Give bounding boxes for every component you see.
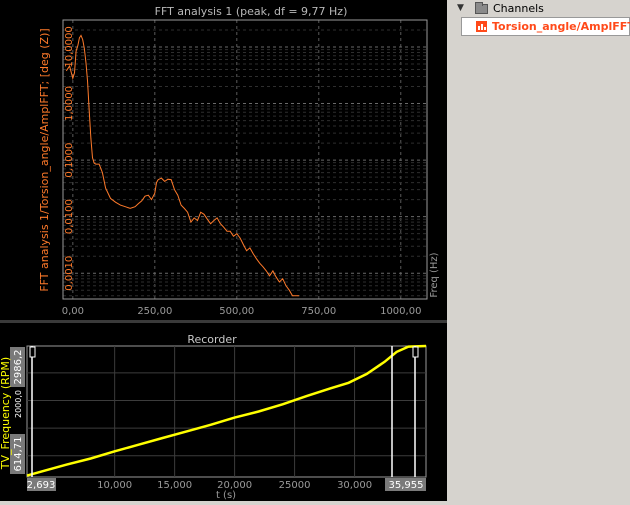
plot-area: FFT analysis 1 (peak, df = 9,77 Hz) 10,0… [0,0,447,501]
recorder-panel[interactable]: Recorder 10,000 15,000 20,000 25000 30,000 2… [0,323,447,501]
channels-header: Channels [493,2,544,15]
channels-sidebar: ▼ Channels Torsion_angle/AmplFFT [447,0,630,501]
fft-y-ticks: 10,0000 1,0000 0,1000 0,0100 0,0010 [64,26,75,290]
fft-x-tick-label: 500,00 [219,306,254,317]
y-tick-2000: 2000,0 [14,390,23,418]
recorder-x-tick-label: 30,000 [337,480,372,491]
recorder-x-tick-label: 15,000 [157,480,192,491]
recorder-x-ticks: 10,000 15,000 20,000 25000 30,000 [97,480,372,491]
recorder-x-tick-label: 20,000 [217,480,252,491]
spectrum-channel-icon [476,21,487,32]
channels-tree-root[interactable]: ▼ Channels [447,0,630,20]
x-left-readout: 2,693 [27,480,56,491]
folder-icon [475,2,488,14]
fft-x-tick-label: 1000,00 [380,306,421,317]
recorder-x-tick-label: 25000 [279,480,311,491]
channel-item-torsion-angle[interactable]: Torsion_angle/AmplFFT [461,17,630,36]
fft-x-ticks: 0,00 250,00 500,00 750,00 1000,00 [62,306,422,317]
fft-y-axis-label: FFT analysis 1/Torsion_angle/AmplFFT; [d… [38,28,51,291]
fft-panel[interactable]: FFT analysis 1 (peak, df = 9,77 Hz) 10,0… [0,0,447,320]
x-left-readout-box [27,478,56,491]
fft-x-axis-label: Freq (Hz) [429,252,440,297]
y-bottom-readout: 614,71 [13,437,24,472]
y-bottom-readout-box [10,434,25,474]
expand-arrow-icon[interactable]: ▼ [457,3,464,13]
fft-y-tick-label: 0,1000 [64,143,75,178]
fft-y-tick-label: 1,0000 [64,86,75,121]
right-cursor-handle[interactable] [412,346,419,358]
fft-y-tick-label: 10,0000 [64,26,75,67]
fft-title: FFT analysis 1 (peak, df = 9,77 Hz) [155,5,348,18]
recorder-x-axis-label: t (s) [216,490,236,501]
channel-item-label: Torsion_angle/AmplFFT [492,20,630,33]
recorder-title: Recorder [187,333,237,346]
fft-y-tick-label: 0,0010 [64,256,75,291]
recorder-frame [26,345,427,478]
fft-chart: FFT analysis 1 (peak, df = 9,77 Hz) 10,0… [38,5,440,317]
fft-y-tick-label: 0,0100 [64,199,75,234]
x-right-readout: 35,955 [389,480,424,491]
recorder-chart: Recorder 10,000 15,000 20,000 25000 30,000 2… [0,333,427,501]
x-right-readout-box [385,478,426,491]
fft-x-tick-label: 0,00 [62,306,84,317]
fft-series-line [65,34,300,297]
recorder-y-axis-label: TV_Frequency (RPM) [0,357,12,470]
panel-splitter[interactable] [0,320,447,323]
fft-x-tick-label: 250,00 [137,306,172,317]
y-top-readout: 2986,2 [13,350,24,385]
recorder-grid [27,346,426,477]
recorder-x-tick-label: 10,000 [97,480,132,491]
recorder-series-line [26,344,427,477]
fft-grid [63,19,427,299]
fft-x-tick-label: 750,00 [301,306,336,317]
left-cursor-handle[interactable] [29,346,36,358]
fft-frame [62,19,428,300]
y-top-readout-box [10,347,25,387]
